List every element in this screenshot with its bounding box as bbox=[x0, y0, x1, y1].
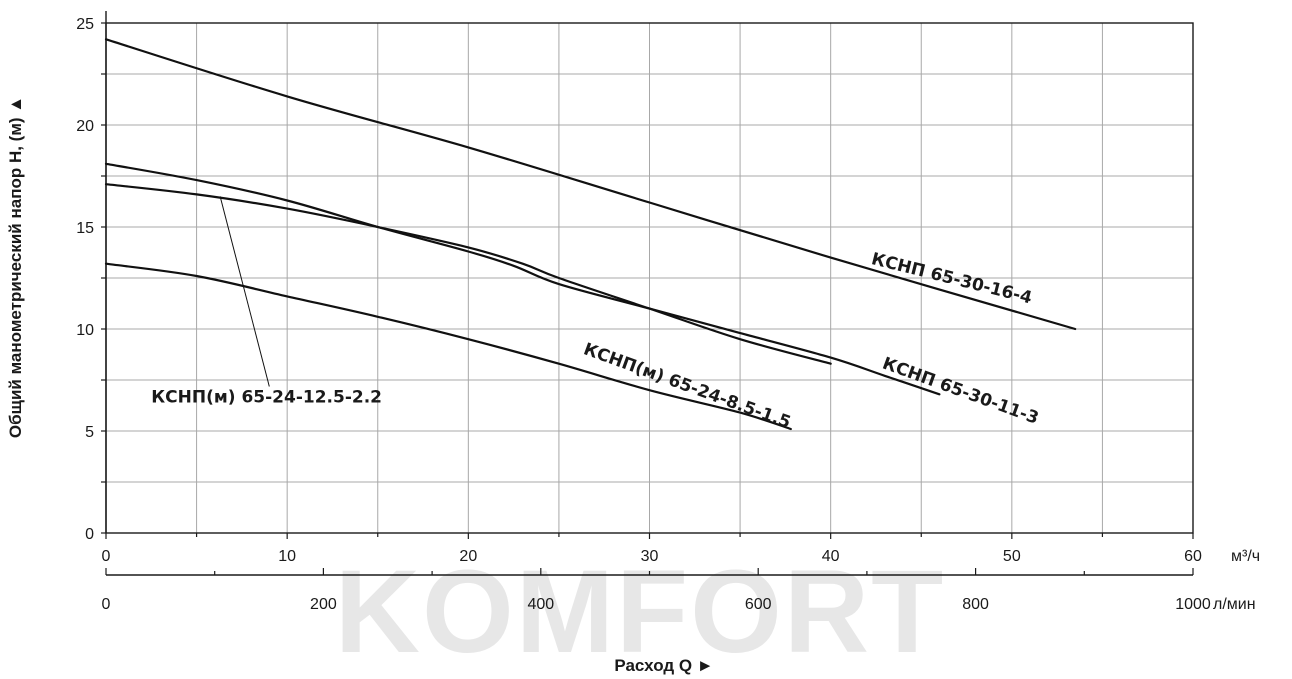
series-line bbox=[104, 38, 1077, 331]
y-axis-title: Общий манометрический напор Н, (м) ▲ bbox=[6, 96, 25, 438]
x-tick-label: 0 bbox=[102, 548, 111, 565]
axes: 0 5 10 15 20 25 0 10 20 30 40 50 60 м³/ч 0 200 400 600 800… bbox=[76, 11, 1260, 613]
series-line bbox=[104, 162, 941, 396]
y-tick-label: 25 bbox=[76, 16, 94, 33]
series-line bbox=[104, 183, 832, 365]
x2-tick-label: 200 bbox=[310, 596, 337, 613]
x-tick-label: 10 bbox=[278, 548, 296, 565]
y-tick-label: 20 bbox=[76, 118, 94, 135]
x-tick-label: 50 bbox=[1003, 548, 1021, 565]
watermark-logo: KOMFORT bbox=[335, 546, 945, 678]
y-tick-label: 10 bbox=[76, 322, 94, 339]
series-label: КСНП(м) 65-24-8.5-1.5 bbox=[581, 339, 794, 433]
series-line bbox=[104, 262, 792, 431]
x-unit-secondary: л/мин bbox=[1213, 596, 1256, 613]
grid bbox=[106, 23, 1193, 533]
x-tick-label: 40 bbox=[822, 548, 840, 565]
x2-tick-label: 0 bbox=[102, 596, 111, 613]
x-tick-label: 20 bbox=[459, 548, 477, 565]
curves bbox=[104, 38, 1077, 431]
y-tick-label: 15 bbox=[76, 220, 94, 237]
x2-tick-label: 400 bbox=[527, 596, 554, 613]
curve-labels: КСНП 65-30-16-4 КСНП 65-30-11-3 КСНП(м) 65… bbox=[151, 196, 1041, 433]
series-label: КСНП 65-30-16-4 bbox=[869, 249, 1034, 308]
x-tick-label: 30 bbox=[641, 548, 659, 565]
x2-tick-label: 1000 bbox=[1175, 596, 1211, 613]
x-axis-title: Расход Q ► bbox=[614, 656, 713, 675]
series-label: КСНП(м) 65-24-12.5-2.2 bbox=[151, 387, 382, 407]
y-tick-label: 0 bbox=[85, 526, 94, 543]
x-unit-primary: м³/ч bbox=[1231, 548, 1260, 565]
x-tick-label: 60 bbox=[1184, 548, 1202, 565]
y-tick-label: 5 bbox=[85, 424, 94, 441]
label-leader-line bbox=[219, 196, 270, 387]
x2-tick-label: 600 bbox=[745, 596, 772, 613]
x2-tick-label: 800 bbox=[962, 596, 989, 613]
series-label: КСНП 65-30-11-3 bbox=[880, 354, 1042, 429]
